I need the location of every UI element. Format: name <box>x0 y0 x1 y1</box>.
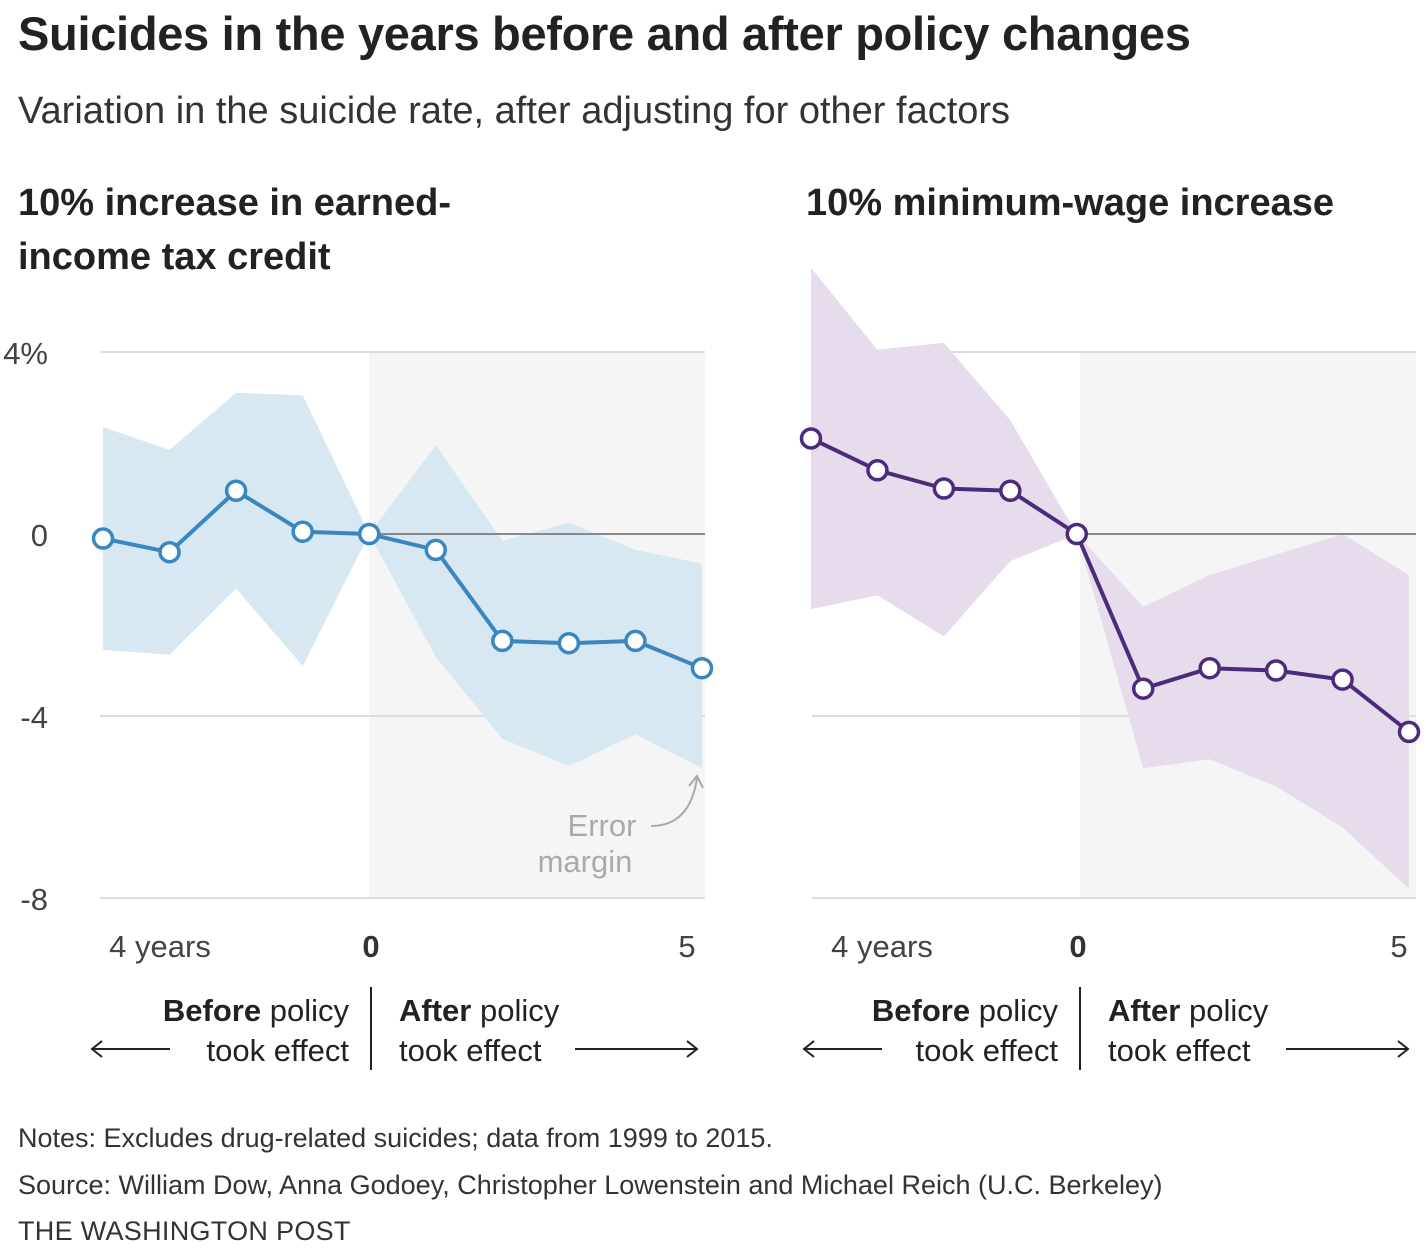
after-bold: After <box>399 993 471 1028</box>
panel-eitc: 4% 0 -4 -8 4 years 0 5 Before policy took effect… <box>3 336 714 1070</box>
before-bold: Before <box>872 993 970 1028</box>
data-point <box>91 527 115 550</box>
after-rest: policy <box>1180 993 1268 1028</box>
notes: Notes: Excludes drug-related suicides; d… <box>18 1123 773 1153</box>
data-point <box>999 479 1022 503</box>
left-arrow-head <box>90 1040 103 1058</box>
data-point <box>1264 659 1288 682</box>
annotation-label: margin <box>538 844 633 879</box>
error-margin-band <box>103 392 702 769</box>
data-point <box>799 427 823 450</box>
y-tick-label: 4% <box>3 336 48 371</box>
panel-title-eitc: 10% increase in earned-income tax credit <box>18 182 451 278</box>
after-policy-label: After policy <box>399 993 560 1028</box>
source: Source: William Dow, Anna Godoey, Christ… <box>18 1170 1163 1200</box>
data-point <box>866 459 889 482</box>
data-point <box>557 631 581 655</box>
left-arrow-head <box>802 1040 815 1058</box>
before-rest: policy <box>261 993 349 1028</box>
before-policy-line2: took effect <box>916 1033 1059 1068</box>
x-tick-label: 0 <box>362 929 379 964</box>
chart-subtitle: Variation in the suicide rate, after adj… <box>18 90 1011 132</box>
x-tick-label: 0 <box>1069 929 1086 964</box>
data-point <box>357 522 381 546</box>
after-policy-label: After policy <box>1108 993 1269 1028</box>
data-point <box>491 629 514 653</box>
x-tick-label: 5 <box>678 929 695 964</box>
credit: THE WASHINGTON POST <box>18 1216 351 1246</box>
data-point <box>932 477 956 500</box>
data-point <box>624 629 647 653</box>
before-bold: Before <box>163 993 261 1028</box>
panel-title-minimum-wage: 10% minimum-wage increase <box>806 182 1334 224</box>
data-point <box>1065 522 1089 546</box>
chart-title: Suicides in the years before and after p… <box>18 7 1191 60</box>
data-point <box>1131 677 1155 700</box>
before-policy-line2: took effect <box>207 1033 350 1068</box>
error-margin-band <box>811 267 1409 889</box>
x-tick-label: 5 <box>1390 929 1407 964</box>
data-point <box>158 540 181 564</box>
data-point <box>1331 668 1354 691</box>
x-tick-label: 4 years <box>109 929 211 964</box>
before-policy-label: Before policy <box>872 993 1059 1028</box>
estimate-line <box>810 436 1411 734</box>
before-policy-label: Before policy <box>163 993 350 1028</box>
right-arrow-head <box>686 1040 699 1058</box>
annotation-arrow-head <box>688 774 704 789</box>
data-point <box>690 656 714 680</box>
after-policy-line2: took effect <box>399 1033 542 1068</box>
data-point <box>291 520 314 543</box>
right-arrow-head <box>1397 1040 1410 1058</box>
after-bold: After <box>1108 993 1180 1028</box>
y-tick-label: -8 <box>20 882 48 917</box>
data-point <box>224 479 248 503</box>
after-policy-line2: took effect <box>1108 1033 1251 1068</box>
data-point <box>1198 656 1221 680</box>
before-rest: policy <box>970 993 1058 1028</box>
x-tick-label: 4 years <box>831 929 933 964</box>
data-point <box>1397 720 1421 744</box>
panel-minimum-wage: 4 years 0 5 Before policy took effect After p… <box>799 267 1421 1070</box>
annotation-arrow <box>650 777 698 827</box>
chart-canvas: 4% 0 -4 -8 4 years 0 5 Before policy took effect… <box>3 267 1421 1070</box>
annotation-label: Error <box>568 808 637 843</box>
y-tick-label: 0 <box>31 518 48 553</box>
estimate-line <box>102 488 703 671</box>
y-tick-label: -4 <box>20 700 48 735</box>
after-rest: policy <box>471 993 559 1028</box>
data-point <box>424 538 448 562</box>
